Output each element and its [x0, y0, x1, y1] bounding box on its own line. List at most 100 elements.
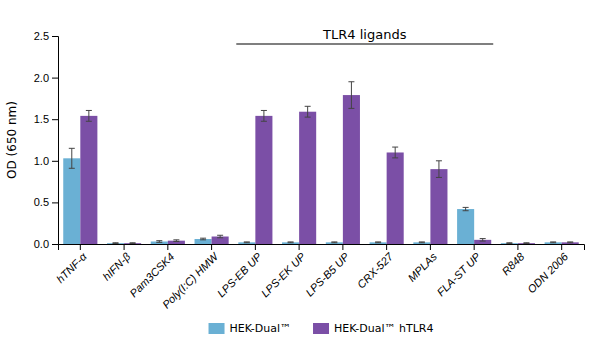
error-bar: [348, 82, 354, 109]
error-bar: [173, 240, 179, 242]
x-tick-label: hTNF-α: [54, 250, 89, 285]
bar: [282, 242, 299, 244]
error-bar-cap: [200, 239, 206, 240]
series: [80, 82, 578, 244]
error-bar: [69, 148, 75, 168]
error-bar-cap: [217, 235, 223, 236]
error-bar-cap: [156, 242, 162, 243]
error-bar-cap: [480, 241, 486, 242]
error-bar: [288, 241, 294, 243]
error-bar: [86, 110, 92, 121]
bar: [80, 116, 97, 244]
legend-label: HEK-Dual™ hTLR4: [334, 322, 433, 335]
bar: [63, 158, 80, 244]
legend-item: HEK-Dual™: [209, 322, 292, 335]
x-tick: MPLAs: [405, 244, 439, 284]
y-tick-mark: [52, 36, 58, 37]
x-tick: hIFN-β: [100, 244, 133, 283]
y-axis: 0.00.51.01.52.02.5: [34, 30, 59, 250]
error-bar-cap: [261, 110, 267, 111]
y-tick: 1.0: [34, 155, 58, 167]
bar: [299, 112, 316, 244]
error-bar-cap: [288, 242, 294, 243]
x-tick-mark: [430, 244, 431, 250]
bar: [457, 209, 474, 244]
y-tick: 2.5: [34, 30, 58, 42]
y-tick-mark: [52, 119, 58, 120]
error-bar-cap: [130, 242, 136, 243]
y-tick-mark: [52, 244, 58, 245]
error-bar: [463, 207, 469, 210]
error-bar: [392, 147, 398, 158]
error-bar: [200, 238, 206, 240]
error-bar-cap: [436, 160, 442, 161]
x-tick-label: CRX-527: [355, 250, 396, 291]
error-bar: [305, 106, 311, 117]
error-bar-cap: [348, 108, 354, 109]
legend-item: HEK-Dual™ hTLR4: [313, 322, 433, 335]
error-bar-cap: [463, 207, 469, 208]
legend-swatch: [209, 323, 225, 334]
error-bar-cap: [506, 242, 512, 243]
error-bar-cap: [550, 242, 556, 243]
y-tick: 0.5: [34, 196, 58, 208]
error-bar-cap: [348, 81, 354, 82]
error-bar-cap: [130, 243, 136, 244]
x-tick-label: LPS-B5 UP: [303, 250, 352, 299]
y-tick-label: 1.0: [34, 155, 49, 167]
error-bar-cap: [567, 242, 573, 243]
error-bar: [217, 235, 223, 237]
error-bar-cap: [419, 241, 425, 242]
error-bar: [113, 242, 119, 244]
error-bar: [244, 241, 250, 243]
y-tick-label: 1.5: [34, 113, 49, 125]
bar: [255, 116, 272, 244]
x-tick: Poly(I:C) HMW: [160, 244, 221, 311]
x-tick-mark: [561, 244, 562, 250]
error-bar-cap: [392, 147, 398, 148]
error-bar-cap: [506, 243, 512, 244]
bar: [124, 243, 141, 244]
x-tick: LPS-EK UP: [259, 244, 309, 299]
error-bar-cap: [244, 242, 250, 243]
bar: [212, 237, 229, 244]
error-bar-cap: [244, 241, 250, 242]
x-tick-label: Poly(I:C) HMW: [160, 249, 221, 310]
error-bar-cap: [173, 241, 179, 242]
x-tick-mark: [299, 244, 300, 250]
error-bar: [480, 239, 486, 241]
error-bar-cap: [86, 110, 92, 111]
error-bar-stem: [395, 147, 396, 158]
error-bar: [419, 241, 425, 243]
x-tick: hTNF-α: [54, 244, 89, 285]
bar: [545, 242, 562, 244]
error-bar-cap: [375, 241, 381, 242]
error-bar-cap: [567, 241, 573, 242]
x-tick-mark: [167, 244, 168, 250]
x-tick-mark: [255, 244, 256, 250]
error-bar-stem: [88, 110, 89, 121]
y-axis-line: [52, 37, 59, 245]
error-bar-cap: [217, 237, 223, 238]
error-bar-cap: [419, 242, 425, 243]
error-bar: [550, 241, 556, 243]
error-bar-cap: [523, 242, 529, 243]
y-tick-mark: [52, 202, 58, 203]
bar: [562, 242, 579, 244]
bar: [151, 242, 168, 244]
annotation-bracket: [236, 43, 493, 44]
y-tick-label: 2.5: [34, 30, 49, 42]
bar: [168, 241, 185, 244]
x-axis-line: [59, 245, 585, 251]
bar: [413, 242, 430, 244]
bar: [195, 239, 212, 244]
y-tick-label: 0.0: [34, 238, 49, 250]
y-axis-title: OD (650 nm): [5, 101, 19, 179]
error-bar-cap: [156, 240, 162, 241]
error-bar-cap: [113, 243, 119, 244]
x-tick-mark: [211, 244, 212, 250]
x-tick: ODN 2006: [525, 244, 571, 296]
error-bar-cap: [375, 242, 381, 243]
chart: 0.00.51.01.52.02.5hTNF-αhIFN-βPam3CSK4Po…: [0, 0, 600, 340]
y-tick-mark: [52, 161, 58, 162]
